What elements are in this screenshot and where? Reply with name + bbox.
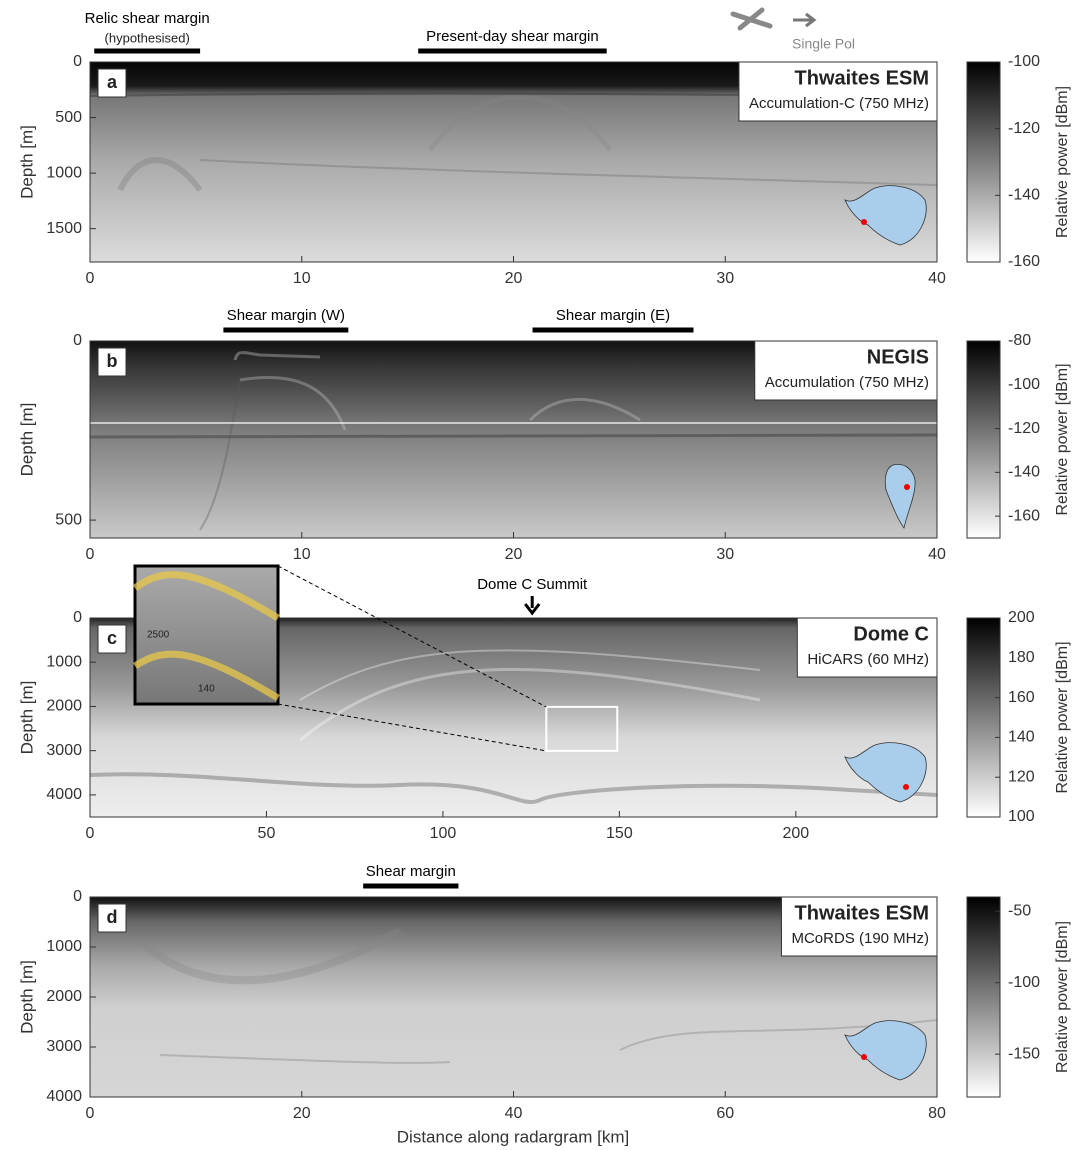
panel-title: Thwaites ESM (795, 67, 929, 89)
x-axis-label: Distance along radargram [km] (397, 1127, 629, 1146)
y-tick-label: 2000 (46, 988, 82, 1005)
x-tick-label: 0 (86, 270, 95, 287)
annotation-text: Shear margin (W) (227, 307, 345, 324)
inset-label: 2500 (147, 630, 170, 641)
colorbar-tick-label: 160 (1008, 689, 1035, 706)
annotation-text: Relic shear margin (85, 10, 210, 27)
figure: Single Pol Distance along radargram [km]… (0, 0, 1087, 1150)
colorbar (967, 897, 1000, 1097)
x-tick-label: 40 (928, 546, 946, 563)
x-tick-label: 0 (86, 825, 95, 842)
x-tick-label: 30 (716, 546, 734, 563)
x-tick-label: 10 (293, 270, 311, 287)
x-tick-label: 20 (293, 1105, 311, 1122)
colorbar-tick-label: -160 (1008, 507, 1040, 524)
annotation-text: Dome C Summit (477, 576, 588, 593)
y-axis-label: Depth [m] (17, 681, 36, 755)
colorbar-label: Relative power [dBm] (1054, 641, 1071, 793)
x-tick-label: 0 (86, 546, 95, 563)
y-tick-label: 1500 (46, 220, 82, 237)
annotation-text: Present-day shear margin (426, 28, 599, 45)
x-tick-label: 10 (293, 546, 311, 563)
y-tick-label: 500 (55, 511, 82, 528)
annotation-text: Shear margin (E) (556, 307, 670, 324)
colorbar-tick-label: -160 (1008, 253, 1040, 270)
panel-subtitle: HiCARS (60 MHz) (807, 651, 929, 668)
panel-subtitle: MCoRDS (190 MHz) (791, 930, 929, 947)
y-tick-label: 4000 (46, 1088, 82, 1105)
colorbar (967, 341, 1000, 538)
colorbar-tick-label: -150 (1008, 1045, 1040, 1062)
colorbar-tick-label: -120 (1008, 120, 1040, 137)
annotation-arrow (525, 596, 539, 613)
panel-title: NEGIS (867, 346, 929, 368)
y-tick-label: 500 (55, 109, 82, 126)
x-tick-label: 20 (505, 546, 523, 563)
y-tick-label: 1000 (46, 164, 82, 181)
x-tick-label: 50 (258, 825, 276, 842)
annotation-subtext: (hypothesised) (105, 30, 190, 45)
colorbar-tick-label: -120 (1008, 420, 1040, 437)
y-tick-label: 3000 (46, 742, 82, 759)
panel-label: b (107, 351, 118, 371)
panel-label: c (107, 628, 117, 648)
inset-label: 140 (198, 684, 215, 695)
colorbar-tick-label: -100 (1008, 974, 1040, 991)
y-tick-label: 2000 (46, 698, 82, 715)
annotation-text: Shear margin (366, 863, 456, 880)
y-tick-label: 0 (73, 53, 82, 70)
colorbar-tick-label: -80 (1008, 332, 1031, 349)
colorbar-tick-label: 120 (1008, 768, 1035, 785)
y-tick-label: 0 (73, 888, 82, 905)
colorbar (967, 62, 1000, 262)
x-tick-label: 60 (716, 1105, 734, 1122)
x-tick-label: 30 (716, 270, 734, 287)
x-tick-label: 0 (86, 1105, 95, 1122)
colorbar-tick-label: 180 (1008, 649, 1035, 666)
colorbar-label: Relative power [dBm] (1054, 363, 1071, 515)
x-tick-label: 150 (606, 825, 633, 842)
y-tick-label: 1000 (46, 653, 82, 670)
panel-subtitle: Accumulation (750 MHz) (765, 374, 929, 391)
colorbar-tick-label: -140 (1008, 464, 1040, 481)
y-tick-label: 4000 (46, 786, 82, 803)
y-tick-label: 0 (73, 332, 82, 349)
y-axis-label: Depth [m] (17, 403, 36, 477)
colorbar-label: Relative power [dBm] (1054, 921, 1071, 1073)
colorbar-tick-label: 200 (1008, 609, 1035, 626)
panel-title: Thwaites ESM (795, 902, 929, 924)
panel-label: d (107, 907, 118, 927)
panel-subtitle: Accumulation-C (750 MHz) (749, 95, 929, 112)
y-axis-label: Depth [m] (17, 125, 36, 199)
colorbar-tick-label: -50 (1008, 903, 1031, 920)
panel-label: a (107, 72, 118, 92)
x-tick-label: 40 (928, 270, 946, 287)
y-axis-label: Depth [m] (17, 960, 36, 1034)
colorbar (967, 618, 1000, 817)
y-tick-label: 0 (73, 609, 82, 626)
colorbar-label: Relative power [dBm] (1054, 86, 1071, 238)
panel-title: Dome C (853, 623, 929, 645)
pol-icon: Single Pol (733, 10, 855, 52)
x-tick-label: 200 (782, 825, 809, 842)
x-tick-label: 100 (430, 825, 457, 842)
x-tick-label: 80 (928, 1105, 946, 1122)
colorbar-tick-label: -100 (1008, 53, 1040, 70)
colorbar-tick-label: 100 (1008, 808, 1035, 825)
pol-label: Single Pol (792, 36, 855, 52)
colorbar-tick-label: 140 (1008, 729, 1035, 746)
x-tick-label: 20 (505, 270, 523, 287)
x-tick-label: 40 (505, 1105, 523, 1122)
y-tick-label: 3000 (46, 1038, 82, 1055)
colorbar-tick-label: -100 (1008, 376, 1040, 393)
colorbar-tick-label: -140 (1008, 187, 1040, 204)
y-tick-label: 1000 (46, 938, 82, 955)
